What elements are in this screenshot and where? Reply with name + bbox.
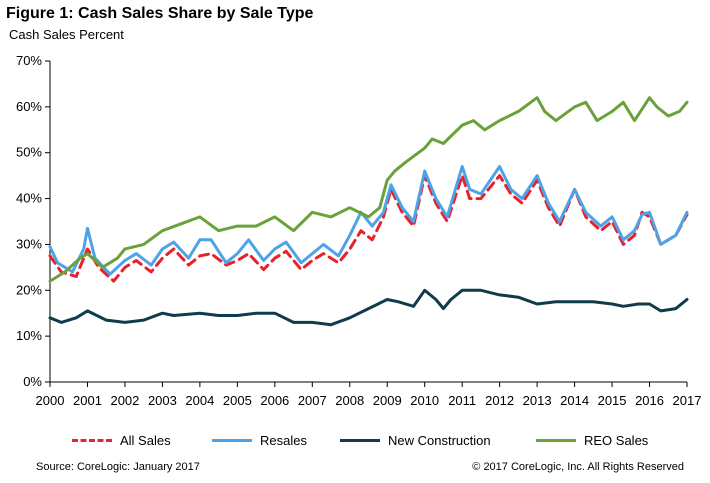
legend-item-reo-sales: REO Sales	[536, 430, 648, 450]
x-tick-label: 2009	[373, 393, 402, 408]
x-tick-label: 2007	[298, 393, 327, 408]
y-tick-label: 50%	[16, 145, 42, 160]
y-tick-label: 40%	[16, 191, 42, 206]
chart-title: Figure 1: Cash Sales Share by Sale Type	[6, 5, 314, 22]
y-tick-label: 0%	[23, 374, 42, 389]
x-tick-label: 2017	[673, 393, 702, 408]
x-tick-label: 2006	[260, 393, 289, 408]
x-tick-label: 2015	[598, 393, 627, 408]
series-line-resales	[48, 165, 689, 276]
x-tick-label: 2010	[410, 393, 439, 408]
series-line-all-sales	[48, 174, 689, 283]
x-tick-label: 2012	[485, 393, 514, 408]
y-tick-label: 30%	[16, 236, 42, 251]
legend-swatch	[212, 438, 252, 442]
x-tick-label: 2004	[185, 393, 214, 408]
copyright-note: © 2017 CoreLogic, Inc. All Rights Reserv…	[472, 461, 684, 473]
legend-item-all-sales: All Sales	[72, 430, 171, 450]
legend-label: REO Sales	[584, 432, 649, 448]
x-tick-label: 2011	[448, 393, 476, 408]
legend-item-new-construction: New Construction	[340, 430, 491, 450]
legend-label: New Construction	[388, 432, 491, 448]
series-line-reo-sales	[48, 96, 689, 283]
legend-item-resales: Resales	[212, 430, 307, 450]
legend-label: Resales	[260, 432, 307, 448]
x-tick-label: 2008	[335, 393, 364, 408]
legend-swatch	[72, 438, 112, 442]
x-tick-label: 2016	[635, 393, 664, 408]
legend-swatch	[536, 438, 576, 442]
chart-legend: All Sales Resales New Construction REO Sale…	[0, 430, 710, 450]
series-line-new-construction	[48, 288, 689, 327]
x-tick-label: 2013	[523, 393, 552, 408]
y-tick-label: 20%	[16, 282, 42, 297]
legend-label: All Sales	[120, 432, 171, 448]
y-tick-label: 60%	[16, 99, 42, 114]
x-tick-label: 2002	[110, 393, 139, 408]
y-tick-label: 70%	[16, 53, 42, 68]
x-tick-label: 2014	[560, 393, 589, 408]
source-note: Source: CoreLogic: January 2017	[36, 461, 200, 473]
y-tick-label: 10%	[16, 328, 42, 343]
x-tick-label: 2003	[148, 393, 177, 408]
chart-subtitle: Cash Sales Percent	[9, 27, 124, 42]
x-tick-label: 2000	[36, 393, 65, 408]
x-tick-label: 2005	[223, 393, 252, 408]
x-tick-label: 2001	[73, 393, 102, 408]
legend-swatch	[340, 438, 380, 442]
